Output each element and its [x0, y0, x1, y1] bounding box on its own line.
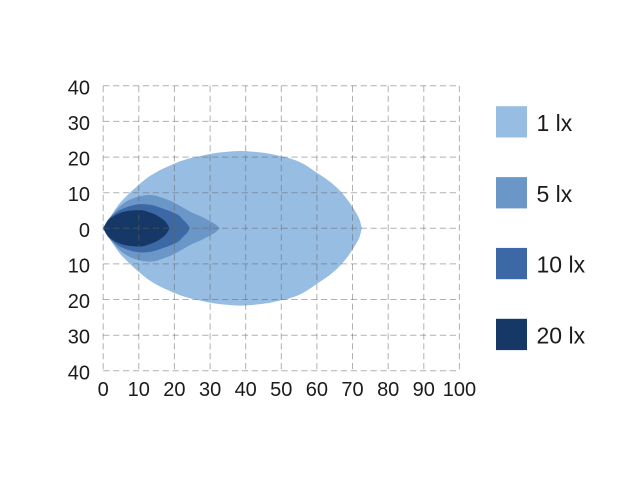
svg-text:20: 20: [163, 379, 185, 401]
svg-text:30: 30: [199, 379, 221, 401]
svg-text:50: 50: [270, 379, 292, 401]
svg-text:60: 60: [306, 379, 328, 401]
svg-text:20: 20: [68, 291, 90, 313]
svg-text:90: 90: [413, 379, 435, 401]
svg-text:80: 80: [377, 379, 399, 401]
svg-text:40: 40: [68, 362, 90, 384]
svg-text:10 lx: 10 lx: [537, 252, 586, 278]
svg-text:0: 0: [98, 379, 109, 401]
svg-text:10: 10: [68, 255, 90, 277]
svg-text:1 lx: 1 lx: [537, 110, 573, 136]
svg-text:30: 30: [68, 327, 90, 349]
svg-text:30: 30: [68, 113, 90, 135]
svg-text:40: 40: [68, 77, 90, 99]
svg-text:100: 100: [443, 379, 476, 401]
svg-text:70: 70: [341, 379, 363, 401]
svg-text:20 lx: 20 lx: [537, 323, 586, 349]
svg-text:0: 0: [79, 220, 90, 242]
svg-text:10: 10: [128, 379, 150, 401]
svg-text:20: 20: [68, 149, 90, 171]
svg-text:10: 10: [68, 184, 90, 206]
svg-text:5 lx: 5 lx: [537, 181, 573, 207]
svg-text:40: 40: [235, 379, 257, 401]
